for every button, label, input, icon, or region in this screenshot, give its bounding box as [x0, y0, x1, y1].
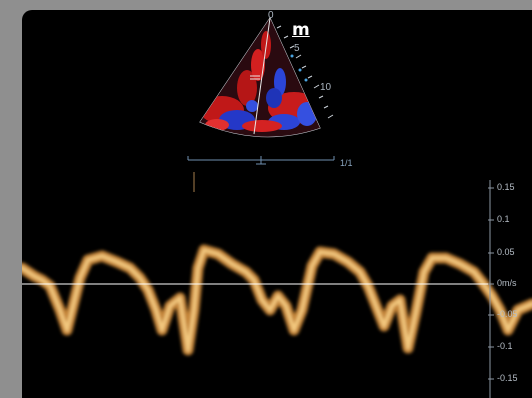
depth-label-5: 5	[294, 43, 300, 54]
velocity-label-0.05: 0.05	[497, 247, 515, 257]
scale-readout: 1/1	[340, 158, 353, 168]
depth-label-0: 0	[268, 10, 274, 21]
ultrasound-screen: m 0 5 10 1/1 0.15 0.1 0.05 0m/s -0.05	[22, 10, 532, 398]
velocity-label-neg-0.05: -0.05	[497, 309, 518, 319]
spectral-doppler-trace	[22, 172, 532, 398]
color-flow-sector-image	[187, 16, 335, 165]
velocity-label-0.15: 0.15	[497, 182, 515, 192]
velocity-label-0.1: 0.1	[497, 214, 510, 224]
depth-label-10: 10	[320, 82, 332, 93]
velocity-label-neg-0.1: -0.1	[497, 341, 513, 351]
velocity-label-neg-0.15: -0.15	[497, 373, 518, 383]
velocity-label-zero: 0m/s	[497, 278, 517, 288]
m-mode-icon[interactable]: m	[292, 20, 310, 40]
